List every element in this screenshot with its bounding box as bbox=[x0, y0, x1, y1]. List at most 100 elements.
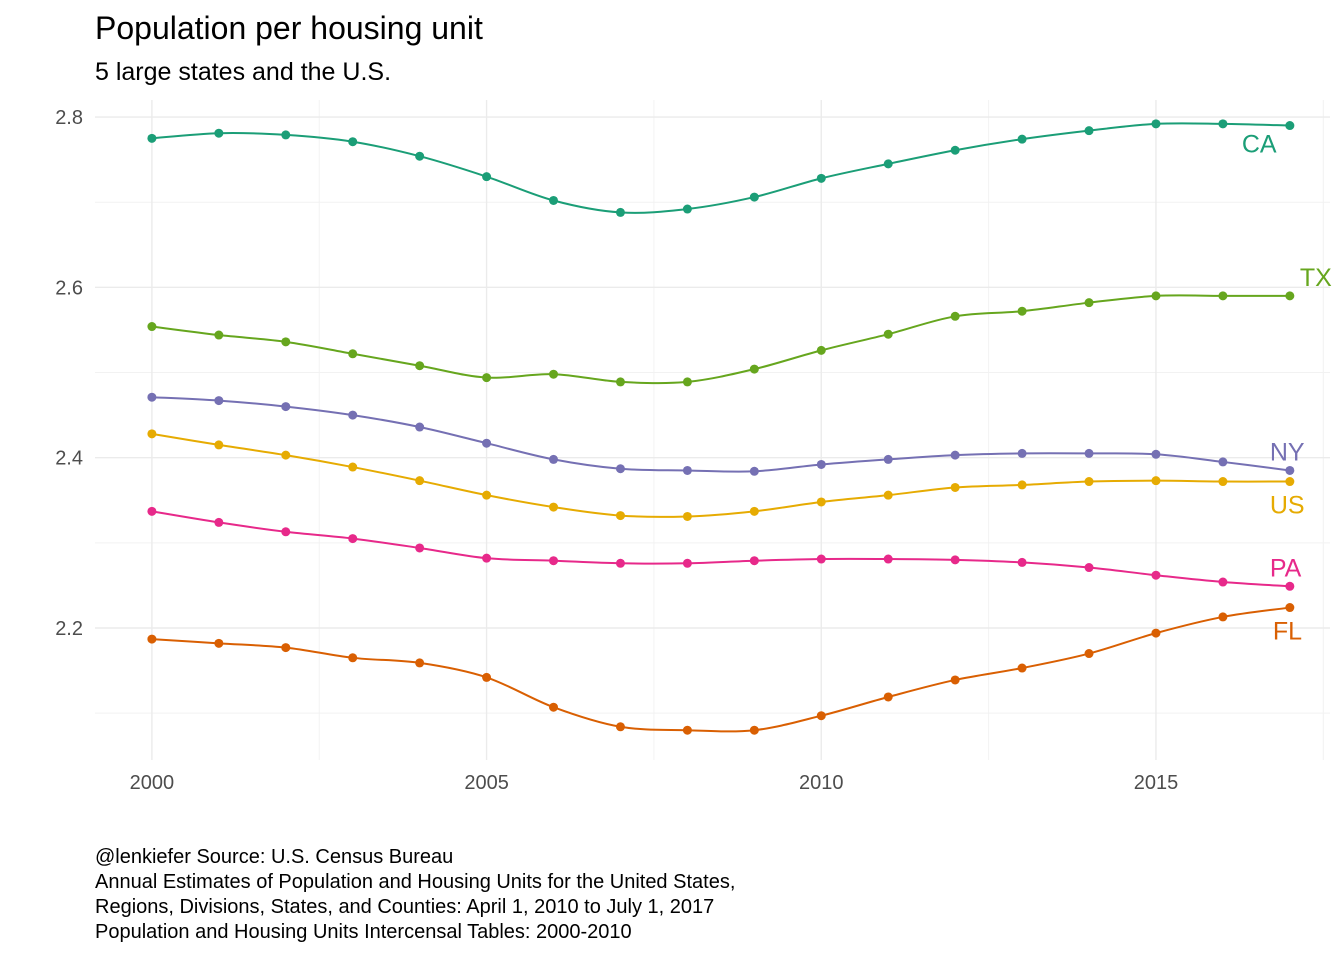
data-point bbox=[1017, 306, 1027, 316]
data-point bbox=[415, 422, 425, 432]
caption: @lenkiefer Source: U.S. Census Bureau An… bbox=[95, 845, 735, 945]
data-point bbox=[883, 159, 893, 169]
data-point bbox=[1285, 477, 1295, 487]
data-point bbox=[950, 482, 960, 492]
data-point bbox=[549, 502, 559, 512]
series-ny bbox=[147, 392, 1295, 476]
series-label-us: US bbox=[1270, 492, 1305, 520]
data-point bbox=[1017, 448, 1027, 458]
data-point bbox=[348, 349, 358, 359]
data-point bbox=[816, 345, 826, 355]
data-point bbox=[883, 329, 893, 339]
data-point bbox=[147, 392, 157, 402]
data-point bbox=[415, 361, 425, 371]
data-point bbox=[950, 555, 960, 565]
data-point bbox=[950, 450, 960, 460]
data-point bbox=[749, 556, 759, 566]
data-point bbox=[415, 658, 425, 668]
series-line bbox=[151, 510, 1290, 588]
data-point bbox=[214, 330, 224, 340]
data-point bbox=[682, 511, 692, 521]
caption-line: Regions, Divisions, States, and Counties… bbox=[95, 896, 715, 918]
data-point bbox=[281, 337, 291, 347]
data-point bbox=[348, 534, 358, 544]
x-tick-label: 2015 bbox=[1134, 772, 1179, 794]
data-point bbox=[615, 464, 625, 474]
data-point bbox=[214, 638, 224, 648]
data-point bbox=[147, 506, 157, 516]
data-point bbox=[1151, 628, 1161, 638]
data-point bbox=[749, 466, 759, 476]
data-point bbox=[1285, 291, 1295, 301]
data-point bbox=[950, 145, 960, 155]
series-label-pa: PA bbox=[1270, 554, 1302, 582]
series-ca bbox=[147, 119, 1295, 217]
data-point bbox=[482, 438, 492, 448]
data-point bbox=[281, 450, 291, 460]
data-point bbox=[1218, 477, 1228, 487]
series-label-tx: TX bbox=[1300, 264, 1332, 292]
data-point bbox=[883, 554, 893, 564]
data-point bbox=[615, 511, 625, 521]
data-point bbox=[214, 128, 224, 138]
data-point bbox=[348, 410, 358, 420]
data-point bbox=[1151, 449, 1161, 459]
data-point bbox=[1285, 603, 1295, 613]
data-point bbox=[1017, 557, 1027, 567]
data-point bbox=[1084, 448, 1094, 458]
data-point bbox=[816, 497, 826, 507]
data-point bbox=[1084, 649, 1094, 659]
data-point bbox=[749, 192, 759, 202]
data-point bbox=[147, 634, 157, 644]
data-point bbox=[1218, 457, 1228, 467]
data-point bbox=[883, 490, 893, 500]
data-point bbox=[1285, 465, 1295, 475]
data-point bbox=[749, 725, 759, 735]
data-point bbox=[1151, 476, 1161, 486]
data-point bbox=[1218, 612, 1228, 622]
data-point bbox=[816, 711, 826, 721]
data-point bbox=[281, 643, 291, 653]
data-point bbox=[281, 130, 291, 140]
data-point bbox=[348, 137, 358, 147]
axis-ticks: 2000 2005 2010 2015 2.2 2.4 2.6 2.8 bbox=[55, 107, 1178, 794]
data-point bbox=[1151, 291, 1161, 301]
data-point bbox=[1218, 119, 1228, 129]
data-point bbox=[214, 396, 224, 406]
series-label-fl: FL bbox=[1273, 618, 1302, 646]
chart-subtitle: 5 large states and the U.S. bbox=[95, 58, 392, 86]
data-point bbox=[950, 311, 960, 321]
x-tick-label: 2000 bbox=[130, 772, 175, 794]
caption-line: Population and Housing Units Intercensal… bbox=[95, 921, 632, 943]
data-point bbox=[883, 454, 893, 464]
data-point bbox=[615, 722, 625, 732]
data-point bbox=[1084, 477, 1094, 487]
data-point bbox=[482, 172, 492, 182]
data-point bbox=[1084, 563, 1094, 573]
data-point bbox=[816, 173, 826, 183]
data-point bbox=[1285, 581, 1295, 591]
series-line bbox=[151, 396, 1290, 473]
data-point bbox=[1084, 126, 1094, 136]
data-point bbox=[682, 377, 692, 387]
data-point bbox=[348, 653, 358, 663]
data-point bbox=[1017, 663, 1027, 673]
series-fl bbox=[147, 603, 1295, 735]
data-point bbox=[214, 440, 224, 450]
y-tick-label: 2.6 bbox=[55, 277, 83, 299]
data-point bbox=[281, 527, 291, 537]
data-point bbox=[147, 429, 157, 439]
data-point bbox=[214, 517, 224, 527]
data-point bbox=[1017, 134, 1027, 144]
data-point bbox=[348, 462, 358, 472]
data-point bbox=[682, 465, 692, 475]
data-point bbox=[549, 195, 559, 205]
caption-line: @lenkiefer Source: U.S. Census Bureau bbox=[95, 846, 454, 868]
data-point bbox=[1218, 577, 1228, 587]
data-point bbox=[147, 133, 157, 143]
data-point bbox=[482, 553, 492, 563]
data-point bbox=[749, 506, 759, 516]
series-line bbox=[151, 432, 1290, 518]
data-point bbox=[615, 207, 625, 217]
series-label-ca: CA bbox=[1242, 131, 1277, 159]
